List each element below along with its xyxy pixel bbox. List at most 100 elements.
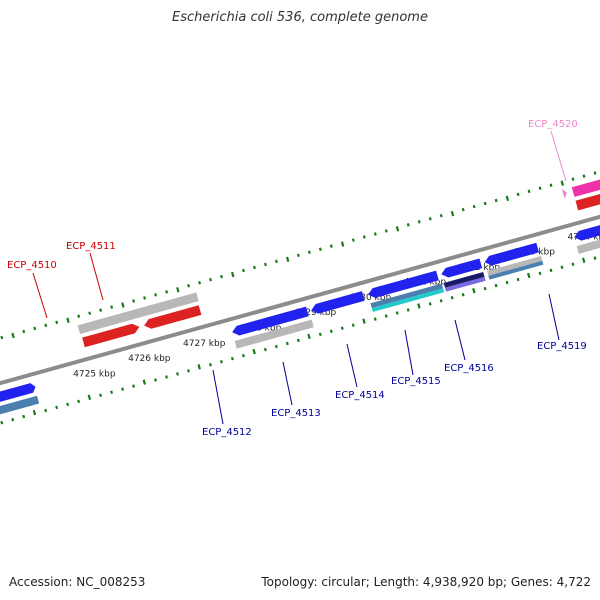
scale-tick-minor bbox=[593, 171, 597, 175]
gene-ECP_4515[interactable] bbox=[440, 258, 483, 280]
scale-tick-major bbox=[505, 195, 510, 202]
gene-gray-4510-4511[interactable] bbox=[77, 292, 199, 335]
scale-ticks-lower bbox=[0, 256, 597, 425]
gene-gray-4519[interactable] bbox=[576, 231, 600, 254]
gene-label-ECP_4516[interactable]: ECP_4516 bbox=[444, 363, 494, 374]
scale-tick-minor bbox=[406, 223, 410, 227]
gene-ECP_4520[interactable] bbox=[571, 178, 600, 197]
callout-line-ECP_4510 bbox=[32, 272, 48, 319]
scale-tick-minor bbox=[263, 262, 267, 267]
scale-tick-minor bbox=[373, 317, 377, 321]
gene-steel-4516[interactable] bbox=[488, 260, 544, 280]
scale-tick-minor bbox=[340, 326, 344, 330]
scale-tick-minor bbox=[154, 378, 157, 382]
scale-tick-major bbox=[560, 180, 565, 186]
scale-tick-minor bbox=[373, 232, 377, 236]
scale-tick-minor bbox=[44, 408, 48, 413]
scale-tick-minor bbox=[472, 204, 476, 209]
gene-ECP_4516[interactable] bbox=[483, 242, 539, 267]
scale-tick-minor bbox=[571, 262, 575, 266]
scale-tick-minor bbox=[549, 268, 553, 273]
scale-tick-minor bbox=[55, 405, 59, 410]
scale-tick-minor bbox=[296, 338, 300, 343]
scale-tick-major bbox=[395, 226, 400, 232]
scale-tick-minor bbox=[154, 293, 158, 297]
gene-navy-4515[interactable] bbox=[443, 272, 485, 288]
scale-tick-major bbox=[285, 256, 290, 263]
scale-tick-minor bbox=[242, 268, 245, 273]
gene-ECP_4520-partner[interactable] bbox=[575, 191, 600, 211]
scale-tick-minor bbox=[77, 314, 81, 318]
gene-steel-4514[interactable] bbox=[370, 283, 444, 309]
gene-label-ECP_4513[interactable]: ECP_4513 bbox=[271, 408, 321, 419]
callout-line-ECP_4515 bbox=[404, 329, 414, 376]
gene-ECP_4514[interactable] bbox=[367, 270, 439, 300]
gene-ECP_4520-marker[interactable] bbox=[561, 188, 569, 199]
gene-label-ECP_4512[interactable]: ECP_4512 bbox=[202, 427, 252, 438]
callout-line-ECP_4514 bbox=[346, 343, 358, 388]
gene-label-ECP_4514[interactable]: ECP_4514 bbox=[335, 390, 385, 401]
scale-tick-minor bbox=[516, 277, 520, 282]
scale-tick-minor bbox=[516, 192, 520, 197]
scale-tick-minor bbox=[132, 384, 136, 388]
scale-tick-minor bbox=[439, 213, 443, 218]
scale-tick-major bbox=[362, 318, 366, 324]
gene-label-ECP_4519[interactable]: ECP_4519 bbox=[537, 341, 587, 352]
scale-label-4726: 4726 kbp bbox=[128, 354, 171, 364]
scale-tick-minor bbox=[66, 402, 70, 407]
scale-tick-minor bbox=[0, 335, 4, 340]
gene-purple-4515[interactable] bbox=[445, 276, 486, 292]
gene-blue-left[interactable] bbox=[0, 382, 37, 403]
map-title: Escherichia coli 536, complete genome bbox=[172, 10, 428, 25]
gene-ECP_4513[interactable] bbox=[310, 291, 365, 315]
scale-tick-minor bbox=[241, 353, 245, 358]
gene-label-ECP_4510[interactable]: ECP_4510 bbox=[7, 260, 57, 271]
scale-tick-minor bbox=[362, 235, 366, 239]
scale-tick-minor bbox=[230, 356, 234, 361]
scale-tick-minor bbox=[165, 290, 169, 294]
gene-cyan-4514[interactable] bbox=[371, 288, 445, 312]
scale-tick-minor bbox=[461, 207, 465, 212]
scale-tick-major bbox=[11, 332, 15, 339]
scale-tick-minor bbox=[428, 302, 432, 306]
scale-tick-major bbox=[197, 364, 201, 370]
scale-tick-minor bbox=[439, 299, 443, 303]
gene-label-ECP_4515[interactable]: ECP_4515 bbox=[391, 376, 441, 387]
scale-tick-major bbox=[142, 379, 147, 385]
scale-tick-minor bbox=[33, 326, 37, 331]
scale-tick-minor bbox=[494, 198, 498, 203]
scale-tick-major bbox=[66, 317, 70, 323]
gene-gray-4516[interactable] bbox=[487, 255, 543, 276]
scale-tick-minor bbox=[307, 250, 311, 254]
gene-steel-left[interactable] bbox=[0, 395, 40, 415]
scale-tick-minor bbox=[428, 217, 432, 221]
gene-gray-4512[interactable] bbox=[234, 319, 314, 349]
scale-tick-major bbox=[472, 288, 476, 294]
scale-tick-minor bbox=[274, 344, 278, 349]
scale-tick-minor bbox=[121, 387, 125, 391]
callout-line-ECP_4516 bbox=[454, 319, 466, 361]
scale-tick-major bbox=[340, 241, 345, 247]
scale-tick-minor bbox=[461, 292, 465, 297]
gene-ECP_4510[interactable] bbox=[82, 322, 141, 348]
scale-tick-minor bbox=[208, 363, 212, 367]
callout-line-ECP_4512 bbox=[212, 369, 224, 425]
scale-tick-minor bbox=[329, 244, 333, 248]
scale-tick-minor bbox=[505, 280, 509, 285]
scale-tick-minor bbox=[252, 265, 256, 270]
accession-label: Accession: NC_008253 bbox=[9, 575, 146, 589]
gene-ECP_4519[interactable] bbox=[573, 217, 600, 243]
gene-ECP_4511[interactable] bbox=[143, 305, 202, 330]
scale-tick-minor bbox=[0, 420, 4, 425]
scale-tick-minor bbox=[582, 174, 586, 178]
scale-tick-minor bbox=[99, 308, 103, 312]
gene-label-ECP_4511[interactable]: ECP_4511 bbox=[66, 241, 116, 252]
scale-tick-minor bbox=[351, 238, 355, 242]
gene-label-ECP_4520[interactable]: ECP_4520 bbox=[528, 119, 578, 130]
scale-tick-minor bbox=[483, 286, 487, 291]
scale-tick-minor bbox=[99, 393, 103, 397]
scale-tick-minor bbox=[110, 390, 114, 394]
scale-tick-minor bbox=[384, 314, 388, 318]
gene-ECP_4512[interactable] bbox=[231, 306, 309, 337]
scale-tick-minor bbox=[263, 347, 267, 352]
